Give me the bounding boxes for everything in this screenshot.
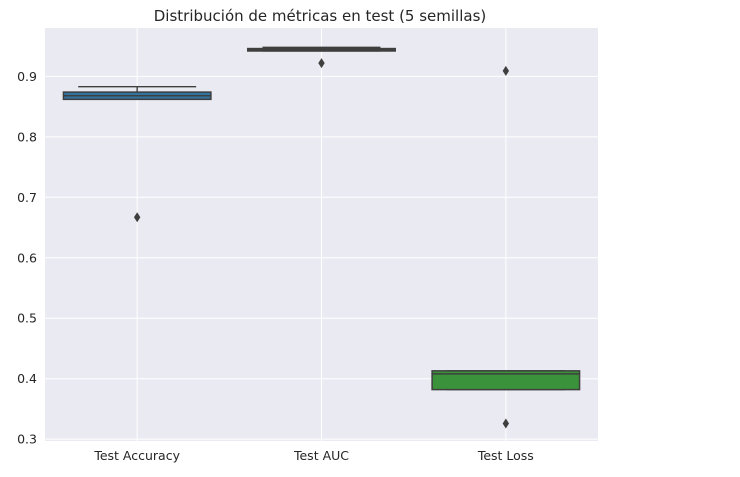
y-tick-label: 0.9	[17, 69, 37, 84]
box-body	[431, 370, 581, 391]
x-tick-label: Test Loss	[477, 448, 534, 463]
outlier-point	[502, 418, 510, 429]
x-tick-label: Test AUC	[293, 448, 349, 463]
box-test-loss	[431, 65, 581, 429]
box-test-auc	[247, 46, 396, 69]
x-tick-label: Test Accuracy	[93, 448, 180, 463]
y-tick-label: 0.4	[17, 371, 37, 386]
y-tick-label: 0.6	[17, 250, 37, 265]
y-tick-label: 0.3	[17, 432, 37, 447]
chart-title: Distribución de métricas en test (5 semi…	[154, 7, 487, 25]
box-test-accuracy	[62, 85, 212, 223]
outlier-point	[318, 58, 325, 69]
y-tick-label: 0.8	[17, 129, 37, 144]
outlier-point	[502, 65, 510, 76]
x-tick-labels: Test Accuracy Test AUC Test Loss	[93, 448, 534, 463]
y-tick-label: 0.7	[17, 190, 37, 205]
y-tick-label: 0.5	[17, 311, 37, 326]
outlier-point	[133, 212, 141, 223]
boxes	[62, 46, 581, 429]
y-tick-labels: 0.3 0.4 0.5 0.6 0.7 0.8 0.9	[17, 69, 37, 447]
